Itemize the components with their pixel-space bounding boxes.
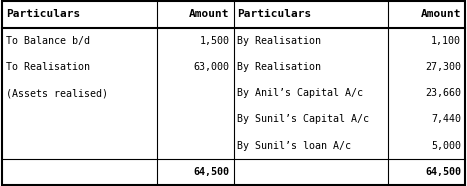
Text: Particulars: Particulars: [6, 9, 80, 19]
Text: 1,100: 1,100: [431, 36, 461, 46]
Text: To Realisation: To Realisation: [6, 62, 90, 72]
Text: By Anil’s Capital A/c: By Anil’s Capital A/c: [237, 88, 363, 98]
Text: To Balance b/d: To Balance b/d: [6, 36, 90, 46]
Text: 64,500: 64,500: [194, 167, 230, 177]
Text: By Sunil’s Capital A/c: By Sunil’s Capital A/c: [237, 114, 369, 124]
Text: Amount: Amount: [420, 9, 461, 19]
Text: 23,660: 23,660: [425, 88, 461, 98]
Text: By Sunil’s loan A/c: By Sunil’s loan A/c: [237, 141, 351, 151]
Text: 1,500: 1,500: [200, 36, 230, 46]
Text: 5,000: 5,000: [431, 141, 461, 151]
Text: Particulars: Particulars: [237, 9, 311, 19]
Text: 7,440: 7,440: [431, 114, 461, 124]
Text: (Assets realised): (Assets realised): [6, 88, 108, 98]
Text: 63,000: 63,000: [194, 62, 230, 72]
Text: Amount: Amount: [189, 9, 230, 19]
Text: By Realisation: By Realisation: [237, 62, 321, 72]
Text: 27,300: 27,300: [425, 62, 461, 72]
Text: 64,500: 64,500: [425, 167, 461, 177]
Text: By Realisation: By Realisation: [237, 36, 321, 46]
